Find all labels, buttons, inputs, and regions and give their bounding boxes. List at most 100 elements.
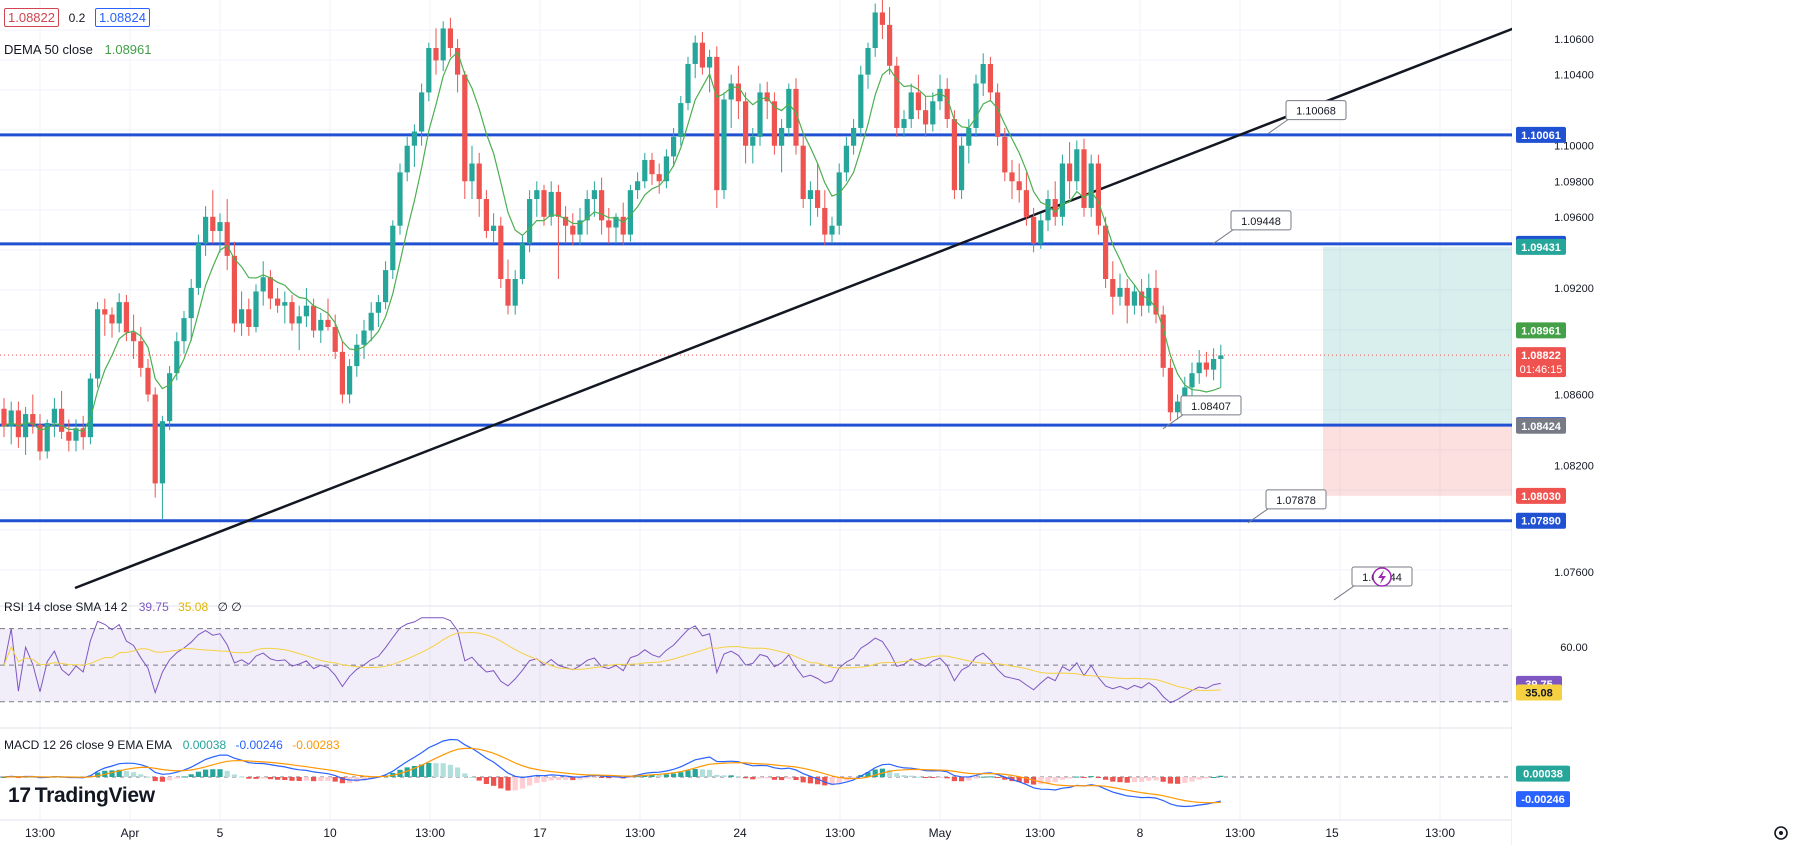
macd-histogram-bar bbox=[771, 777, 777, 780]
candle-body bbox=[174, 341, 180, 374]
macd-histogram-bar bbox=[462, 773, 468, 777]
macd-histogram-bar bbox=[296, 777, 302, 781]
macd-histogram-bar bbox=[959, 777, 965, 782]
candle-body bbox=[807, 190, 813, 200]
macd-histogram-bar bbox=[426, 762, 432, 777]
candle-body bbox=[440, 28, 446, 61]
macd-histogram-bar bbox=[980, 776, 986, 778]
time-tick-label: Apr bbox=[121, 826, 140, 840]
price-badge-bg bbox=[1516, 512, 1566, 529]
candle-body bbox=[318, 319, 324, 331]
candle-body bbox=[505, 279, 511, 306]
time-tick-label: 15 bbox=[1325, 826, 1339, 840]
candle-body bbox=[1139, 291, 1145, 306]
candle-body bbox=[498, 225, 504, 280]
candle-body bbox=[987, 63, 993, 93]
macd-histogram-bar bbox=[231, 774, 237, 777]
macd-histogram-bar bbox=[1146, 777, 1152, 781]
candle-body bbox=[1016, 181, 1022, 191]
bid-price[interactable]: 1.08822 bbox=[4, 8, 59, 27]
candle-body bbox=[361, 330, 367, 345]
macd-histogram-bar bbox=[260, 777, 266, 779]
candle-body bbox=[663, 156, 669, 182]
candle-body bbox=[714, 56, 720, 191]
candle-body bbox=[527, 199, 533, 244]
macd-histogram-bar bbox=[447, 764, 453, 777]
candle-body bbox=[8, 410, 14, 427]
macd-histogram-bar bbox=[1167, 777, 1173, 784]
gear-icon-hub bbox=[1779, 831, 1783, 835]
candle-body bbox=[145, 367, 151, 395]
macd-histogram-bar bbox=[1175, 777, 1181, 784]
macd-histogram-bar bbox=[1059, 777, 1065, 780]
macd-histogram-bar bbox=[1182, 777, 1188, 783]
candle-body bbox=[447, 28, 453, 48]
price-badge-label: 1.08822 bbox=[1521, 350, 1561, 362]
price-callout: 1.10068 bbox=[1267, 100, 1347, 135]
ask-price[interactable]: 1.08824 bbox=[94, 8, 150, 27]
candle-body bbox=[347, 366, 353, 395]
candle-body bbox=[1175, 401, 1181, 413]
macd-histogram-bar bbox=[1095, 777, 1101, 778]
candle-body bbox=[671, 136, 677, 157]
candle-body bbox=[1182, 387, 1188, 402]
macd-histogram-bar bbox=[303, 777, 309, 781]
candle-body bbox=[692, 42, 698, 64]
time-tick-label: 13:00 bbox=[25, 826, 55, 840]
macd-histogram-bar bbox=[1, 777, 7, 778]
rsi-legend[interactable]: RSI 14 close SMA 14 2 39.75 35.08 ∅ ∅ bbox=[4, 600, 242, 614]
time-tick-label: 24 bbox=[733, 826, 747, 840]
callout-box bbox=[1230, 210, 1292, 231]
tradingview-logo[interactable]: 17 TradingView bbox=[8, 784, 155, 808]
macd-legend[interactable]: MACD 12 26 close 9 EMA EMA 0.00038 -0.00… bbox=[4, 738, 340, 752]
candle-body bbox=[894, 65, 900, 128]
macd-histogram-bar bbox=[239, 776, 245, 778]
price-badge-bg bbox=[1516, 238, 1566, 255]
callout-box bbox=[1265, 489, 1327, 510]
macd-legend-label: MACD 12 26 close 9 EMA EMA bbox=[4, 738, 172, 752]
rsi-badge-label: 35.08 bbox=[1525, 687, 1553, 699]
candle-body bbox=[419, 92, 425, 132]
macd-histogram-bar bbox=[1103, 777, 1109, 780]
macd-histogram-bar bbox=[1110, 777, 1116, 782]
price-badge-label: 1.09431 bbox=[1521, 242, 1561, 254]
candle-body bbox=[109, 314, 115, 324]
candle-body bbox=[678, 103, 684, 137]
candle-body bbox=[577, 220, 583, 235]
macd-histogram-bar bbox=[779, 777, 785, 781]
candle-body bbox=[555, 191, 561, 217]
time-tick-label: 13:00 bbox=[1025, 826, 1055, 840]
candle-body bbox=[1095, 163, 1101, 226]
dema-legend[interactable]: DEMA 50 close 1.08961 bbox=[4, 42, 152, 57]
macd-histogram-bar bbox=[555, 777, 561, 781]
rsi-line bbox=[3, 617, 1221, 704]
candle-body bbox=[80, 428, 86, 438]
macd-histogram-bar bbox=[152, 777, 158, 782]
macd-histogram-bar bbox=[995, 777, 1001, 778]
candle-body bbox=[303, 305, 309, 317]
candle-body bbox=[59, 408, 65, 432]
price-badge: 1.08424 bbox=[1516, 417, 1566, 434]
price-callout: 1.07444 bbox=[1333, 566, 1413, 601]
candle-body bbox=[138, 341, 144, 368]
price-axis: 1.10600 1.10400 1.10000 1.09800 1.09600 1.092… bbox=[1512, 0, 1802, 845]
macd-histogram-bar bbox=[203, 769, 209, 777]
macd-histogram-bar bbox=[275, 777, 281, 780]
candle-body bbox=[1009, 172, 1015, 182]
candle-body bbox=[44, 422, 50, 452]
candle-body bbox=[1031, 216, 1037, 244]
candle-body bbox=[253, 291, 259, 327]
candle-body bbox=[685, 63, 691, 104]
settings-gear-icon[interactable] bbox=[1774, 826, 1788, 840]
macd-histogram-bar bbox=[591, 777, 597, 778]
macd-histogram-bar bbox=[123, 770, 129, 777]
candle-body bbox=[66, 431, 72, 441]
price-badge: 1.10061 bbox=[1516, 126, 1566, 143]
candle-body bbox=[332, 326, 338, 352]
rsi-legend-extra: ∅ ∅ bbox=[217, 600, 242, 614]
price-badge: 1.09431 bbox=[1516, 238, 1566, 255]
candle-body bbox=[354, 344, 360, 367]
macd-histogram-bar bbox=[721, 775, 727, 777]
macd-histogram-bar bbox=[541, 777, 547, 783]
